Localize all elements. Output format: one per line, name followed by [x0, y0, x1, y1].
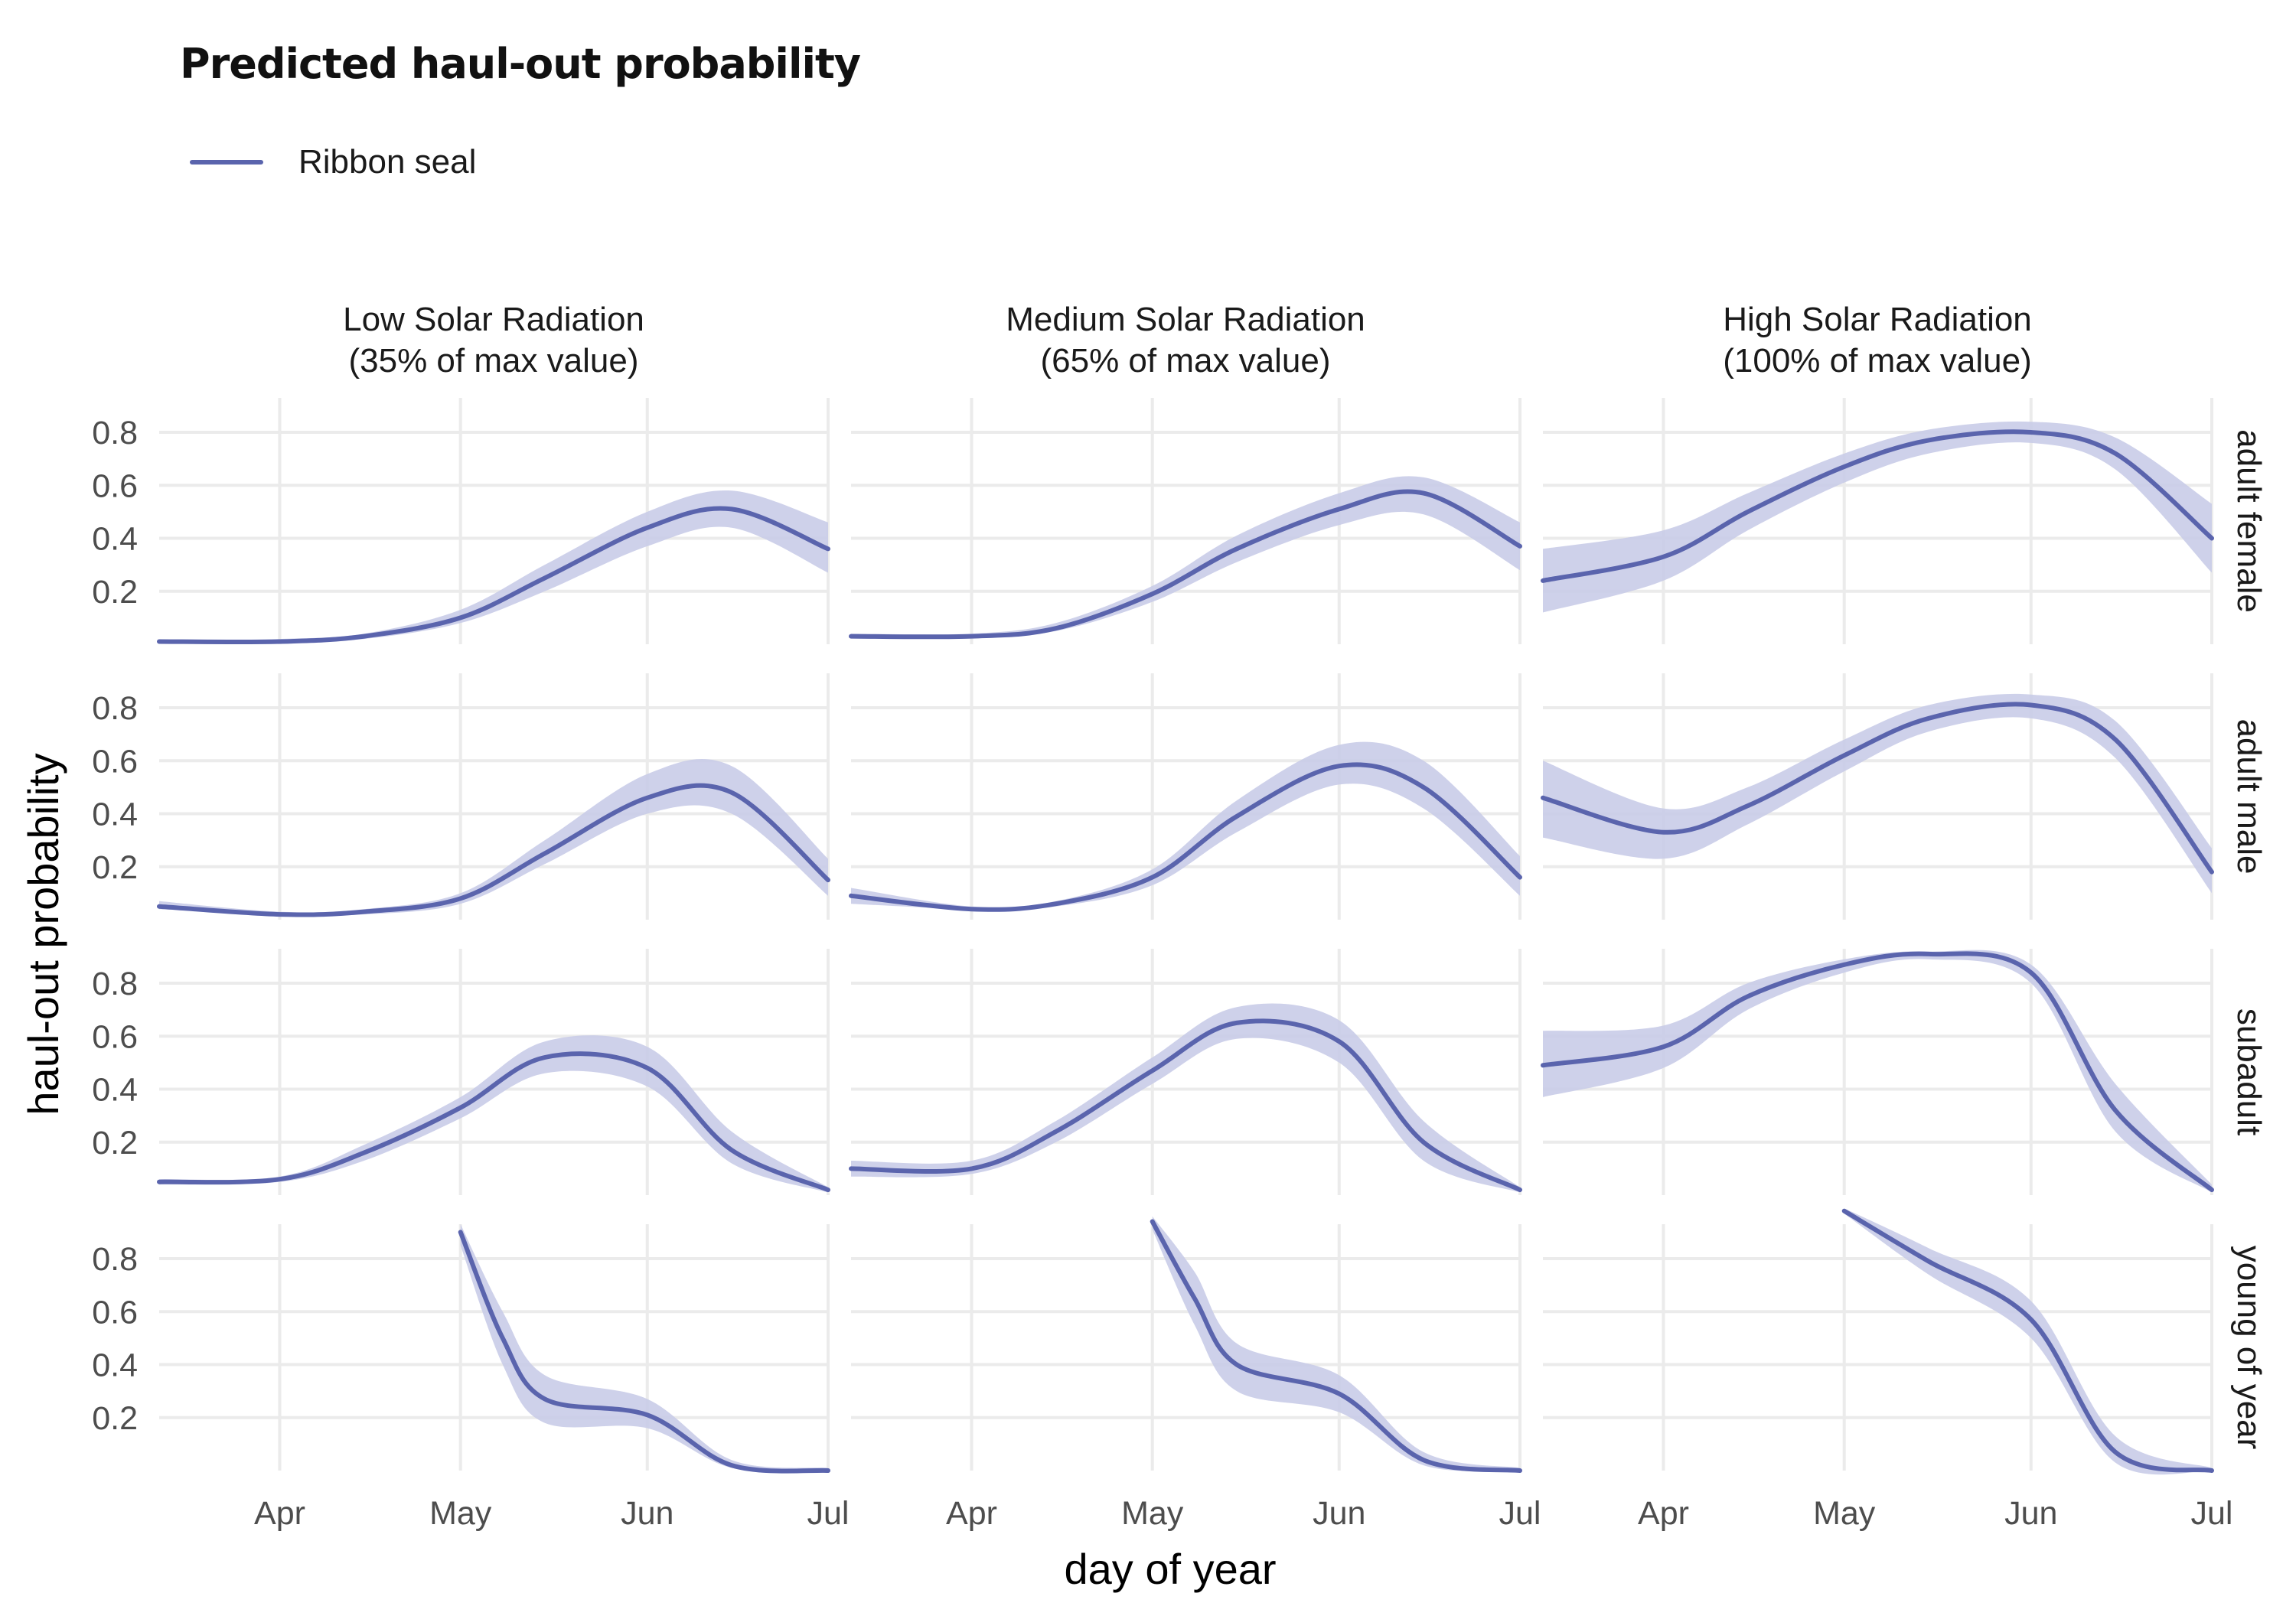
x-tick-label: Jul — [1499, 1495, 1541, 1532]
confidence-ribbon — [851, 476, 1520, 637]
y-tick-label: 0.6 — [92, 1294, 138, 1331]
row-strip-label: adult male — [2230, 718, 2268, 874]
confidence-ribbon — [1152, 1216, 1520, 1471]
series-line — [1150, 1219, 1522, 1473]
series-line — [458, 1230, 830, 1474]
panel — [849, 949, 1522, 1195]
x-tick-label: Jun — [621, 1495, 673, 1532]
legend-line-swatch — [190, 160, 263, 165]
confidence-ribbon — [1543, 421, 2212, 613]
y-tick-label: 0.4 — [92, 1072, 138, 1109]
y-tick-label: 0.8 — [92, 966, 138, 1002]
column-strip-subtitle: (100% of max value) — [1723, 342, 2032, 380]
x-tick-label: Apr — [1638, 1495, 1689, 1532]
y-tick-label: 0.8 — [92, 690, 138, 727]
panel — [849, 673, 1522, 920]
row-strip-labels: adult female adult male subadult young of y… — [2230, 429, 2268, 1449]
column-strip-title: Low Solar Radiation — [343, 301, 644, 338]
confidence-ribbon — [1543, 693, 2212, 894]
row-strip-label: subadult — [2230, 1008, 2268, 1135]
y-tick-label: 0.6 — [92, 743, 138, 780]
y-tick-label: 0.4 — [92, 1347, 138, 1384]
panel — [157, 949, 830, 1195]
y-tick-label: 0.4 — [92, 521, 138, 558]
x-tick-label: Apr — [946, 1495, 997, 1532]
legend-label: Ribbon seal — [298, 143, 477, 181]
y-tick-label: 0.8 — [92, 415, 138, 451]
series-line — [157, 1051, 830, 1193]
confidence-ribbon — [851, 741, 1520, 910]
panel — [1543, 1208, 2214, 1475]
y-tick-label: 0.6 — [92, 467, 138, 504]
y-axis-title: haul-out probability — [19, 753, 67, 1115]
y-tick-label: 0.2 — [92, 1400, 138, 1437]
column-strip-title: Medium Solar Radiation — [1006, 301, 1365, 338]
confidence-ribbon — [159, 1035, 828, 1193]
confidence-ribbon — [1543, 950, 2212, 1193]
series-line — [1841, 1208, 2214, 1473]
x-tick-labels: Apr May Jun Jul Apr May Jun Jul Apr May Jun Jul — [254, 1495, 2232, 1532]
series-line — [849, 489, 1522, 640]
series-line — [1541, 951, 2214, 1193]
panel — [157, 673, 830, 920]
column-strip-subtitle: (65% of max value) — [1040, 342, 1330, 380]
panel — [851, 1216, 1522, 1473]
panel — [157, 398, 830, 645]
confidence-ribbon — [460, 1224, 828, 1472]
panel — [1541, 398, 2214, 644]
y-tick-label: 0.8 — [92, 1241, 138, 1278]
confidence-ribbon — [159, 759, 828, 916]
y-tick-label: 0.6 — [92, 1018, 138, 1055]
panel — [1541, 949, 2214, 1195]
x-tick-label: Jul — [807, 1495, 850, 1532]
x-tick-label: May — [1121, 1495, 1184, 1532]
confidence-ribbon — [1844, 1208, 2212, 1475]
legend: Ribbon seal — [190, 139, 476, 185]
y-tick-label: 0.4 — [92, 796, 138, 833]
confidence-ribbon — [851, 1003, 1520, 1193]
x-tick-label: Apr — [254, 1495, 305, 1532]
row-strip-label: adult female — [2230, 429, 2268, 613]
x-tick-label: May — [429, 1495, 492, 1532]
y-tick-label: 0.2 — [92, 574, 138, 611]
row-strip-label: young of year — [2230, 1246, 2268, 1450]
series-line — [157, 506, 830, 645]
series-line — [849, 762, 1522, 912]
x-tick-label: Jun — [1313, 1495, 1365, 1532]
panel — [159, 1224, 830, 1474]
panels — [157, 398, 2214, 1475]
column-strip-subtitle: (35% of max value) — [348, 342, 638, 380]
confidence-ribbon — [159, 490, 828, 642]
y-tick-labels: 0.2 0.4 0.6 0.8 0.2 0.4 0.6 0.8 0.2 0.4 0.6 0.8 0.2 0… — [92, 415, 138, 1437]
panel — [849, 398, 1522, 644]
x-tick-label: Jun — [2004, 1495, 2057, 1532]
column-strip-labels: Low Solar Radiation (35% of max value) Med… — [343, 301, 2032, 380]
y-tick-label: 0.2 — [92, 849, 138, 886]
panel — [1541, 673, 2214, 920]
column-strip-title: High Solar Radiation — [1723, 301, 2032, 338]
chart-title: Predicted haul-out probability — [180, 40, 861, 88]
series-line — [849, 1018, 1522, 1193]
y-tick-label: 0.2 — [92, 1125, 138, 1161]
x-tick-label: May — [1813, 1495, 1876, 1532]
x-tick-label: Jul — [2191, 1495, 2233, 1532]
x-axis-title: day of year — [1064, 1545, 1276, 1593]
